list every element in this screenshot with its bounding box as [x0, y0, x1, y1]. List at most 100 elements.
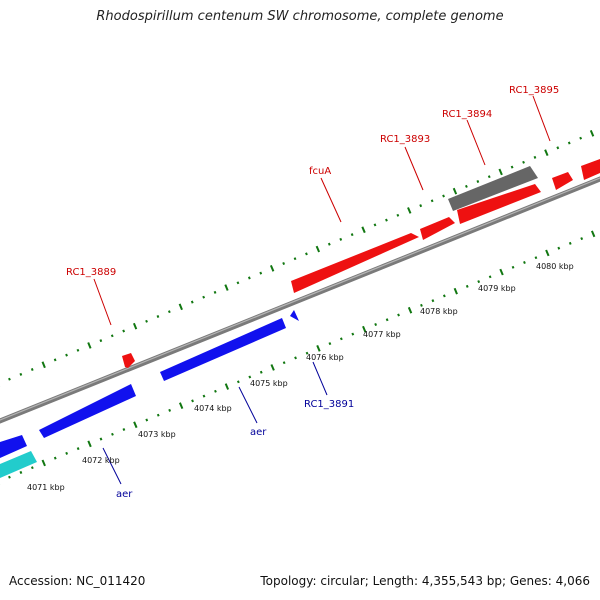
- scale-tick: [498, 168, 503, 176]
- gene-forward[interactable]: [457, 184, 541, 224]
- scale-tick: [544, 149, 549, 156]
- gene-label-aer[interactable]: aer: [116, 489, 133, 500]
- scale-tick: [53, 456, 57, 460]
- scale-tick: [145, 418, 149, 422]
- gene-forward[interactable]: [581, 159, 600, 180]
- label-connector: [312, 361, 328, 396]
- scale-tick: [397, 313, 400, 317]
- scale-tick: [65, 353, 68, 357]
- scale-tick: [407, 306, 413, 314]
- scale-tick: [282, 262, 286, 265]
- scale-tick: [477, 280, 481, 284]
- scale-tick: [293, 257, 297, 261]
- gene-forward[interactable]: [552, 172, 573, 190]
- scale-tick: [122, 329, 126, 333]
- gene-reverse[interactable]: [290, 310, 299, 321]
- map-title: Rhodospirillum centenum SW chromosome, c…: [96, 9, 504, 24]
- gene-reverse[interactable]: [160, 318, 286, 381]
- scale-tick: [202, 295, 206, 299]
- scale-tick: [30, 466, 34, 470]
- scale-tick: [419, 204, 423, 208]
- chromosome-backbone-highlight: [0, 177, 600, 421]
- scale-tick: [99, 437, 103, 441]
- scale-tick: [351, 332, 355, 336]
- scale-tick: [191, 399, 194, 403]
- scale-tick: [178, 303, 183, 311]
- scale-tick: [350, 233, 354, 237]
- gene-reverse[interactable]: [0, 435, 27, 458]
- scale-tick: [76, 447, 80, 451]
- gene-label-aer[interactable]: aer: [250, 427, 267, 438]
- scale-tick: [224, 284, 229, 291]
- scale-tick: [213, 290, 217, 294]
- genome-summary: Topology: circular; Length: 4,355,543 bp…: [260, 574, 590, 588]
- scale-tick: [259, 370, 263, 374]
- scale-tick: [305, 252, 308, 256]
- scale-tick: [580, 237, 584, 241]
- scale-tick: [385, 318, 389, 322]
- scale-tick: [430, 199, 434, 203]
- scale-tick: [224, 383, 230, 390]
- gene-label-rc1-3891[interactable]: RC1_3891: [304, 399, 354, 410]
- scale-tick: [316, 345, 321, 352]
- scale-tick: [236, 281, 240, 285]
- gene-forward[interactable]: [122, 353, 135, 368]
- label-connector: [93, 278, 112, 326]
- scale-tick: [99, 339, 103, 343]
- scale-tick: [282, 361, 286, 365]
- gene-forward[interactable]: [291, 233, 419, 293]
- kbp-label: 4074 kbp: [194, 404, 232, 413]
- scale-tick: [373, 223, 377, 227]
- gene-cyan[interactable]: [0, 451, 37, 478]
- gene-label-rc1-3889[interactable]: RC1_3889: [66, 267, 116, 278]
- gene-label-rc1-3894[interactable]: RC1_3894: [442, 109, 492, 120]
- scale-tick: [339, 237, 343, 241]
- outer-tick-track: [0, 130, 595, 387]
- scale-tick: [374, 323, 378, 326]
- scale-tick: [431, 299, 435, 303]
- label-connector: [466, 119, 486, 166]
- scale-tick: [327, 242, 331, 246]
- kbp-label: 4071 kbp: [27, 483, 65, 492]
- gene-label-rc1-3893[interactable]: RC1_3893: [380, 134, 430, 145]
- scale-tick: [385, 218, 388, 222]
- scale-tick: [19, 372, 23, 376]
- gene-label-fcua[interactable]: fcuA: [309, 166, 331, 177]
- scale-tick: [65, 451, 69, 455]
- scale-tick: [269, 265, 275, 272]
- scale-tick: [132, 322, 138, 330]
- scale-tick: [339, 337, 343, 341]
- inner-tick-track: [0, 230, 596, 485]
- scale-tick: [557, 246, 561, 250]
- kbp-label: 4073 kbp: [138, 430, 176, 439]
- scale-tick: [442, 294, 446, 298]
- gene-label-rc1-3895[interactable]: RC1_3895: [509, 85, 559, 96]
- gene-other[interactable]: [448, 166, 538, 211]
- scale-tick: [487, 175, 491, 179]
- scale-tick: [247, 276, 251, 280]
- scale-tick: [305, 351, 309, 355]
- label-connector: [320, 177, 342, 223]
- scale-tick: [523, 261, 526, 264]
- scale-tick: [19, 470, 23, 474]
- scale-tick: [590, 230, 596, 238]
- scale-tick: [396, 213, 400, 217]
- gene-forward[interactable]: [420, 217, 455, 240]
- scale-tick: [30, 368, 34, 371]
- scale-tick: [270, 364, 275, 371]
- accession-text: Accession: NC_011420: [9, 574, 146, 588]
- scale-tick: [476, 180, 480, 183]
- scale-tick: [76, 348, 80, 352]
- scale-tick: [214, 389, 217, 393]
- label-connector: [404, 146, 424, 191]
- kbp-label: 4080 kbp: [536, 262, 574, 271]
- gene-reverse[interactable]: [39, 384, 136, 438]
- scale-tick: [533, 155, 537, 159]
- scale-tick: [328, 342, 332, 346]
- scale-tick: [145, 319, 148, 323]
- scale-tick: [41, 459, 46, 467]
- scale-tick: [168, 408, 172, 412]
- scale-tick: [589, 130, 595, 137]
- scale-tick: [488, 275, 492, 279]
